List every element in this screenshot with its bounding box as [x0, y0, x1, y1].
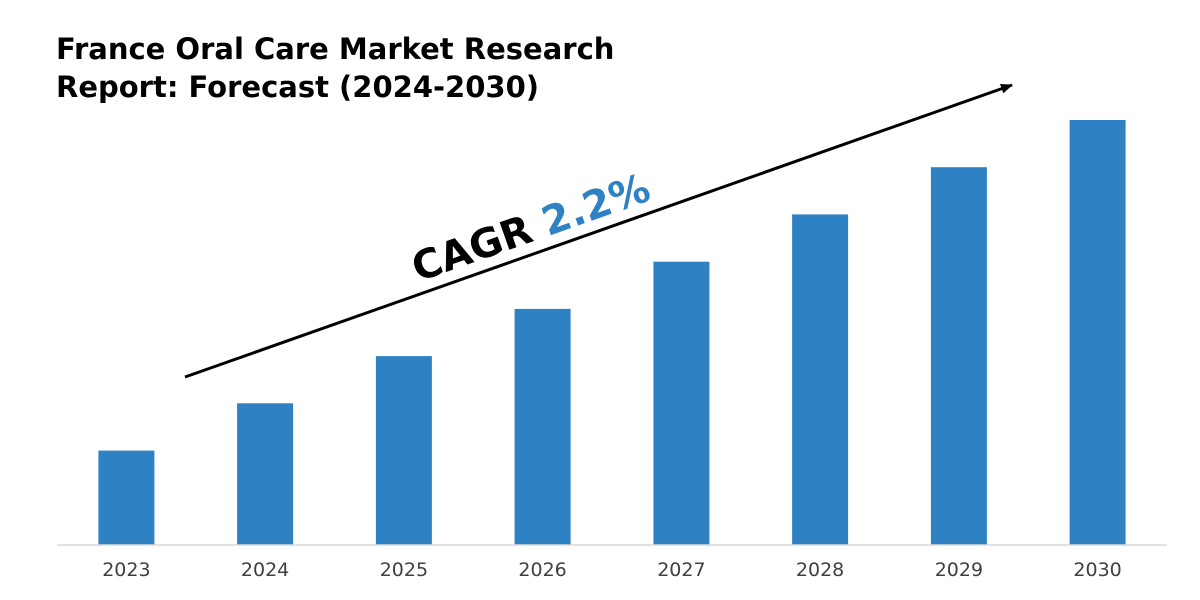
- bar-2028: [792, 214, 849, 545]
- bar-2030: [1069, 120, 1126, 545]
- bar-2023: [98, 450, 155, 545]
- trend-arrow: [184, 83, 1013, 379]
- x-tick-label-2029: 2029: [935, 559, 983, 581]
- x-tick-label-2027: 2027: [657, 559, 705, 581]
- bar-2029: [930, 167, 987, 545]
- bar-2026: [514, 308, 571, 545]
- chart-title: France Oral Care Market Research Report:…: [56, 32, 615, 104]
- x-tick-label-2023: 2023: [102, 559, 150, 581]
- x-tick-label-2024: 2024: [241, 559, 289, 581]
- x-tick-labels: 2023 2024 2025 2026 2027 2028 2029 2030: [102, 559, 1122, 581]
- x-tick-label-2030: 2030: [1073, 559, 1121, 581]
- cagr-prefix: CAGR: [406, 202, 551, 291]
- x-tick-label-2028: 2028: [796, 559, 844, 581]
- x-tick-label-2025: 2025: [380, 559, 428, 581]
- cagr-annotation: CAGR 2.2%: [406, 165, 656, 291]
- bars-group: [98, 120, 1126, 545]
- bar-2027: [653, 261, 710, 545]
- bar-2025: [375, 356, 432, 545]
- x-tick-label-2026: 2026: [518, 559, 566, 581]
- bar-2024: [237, 403, 294, 545]
